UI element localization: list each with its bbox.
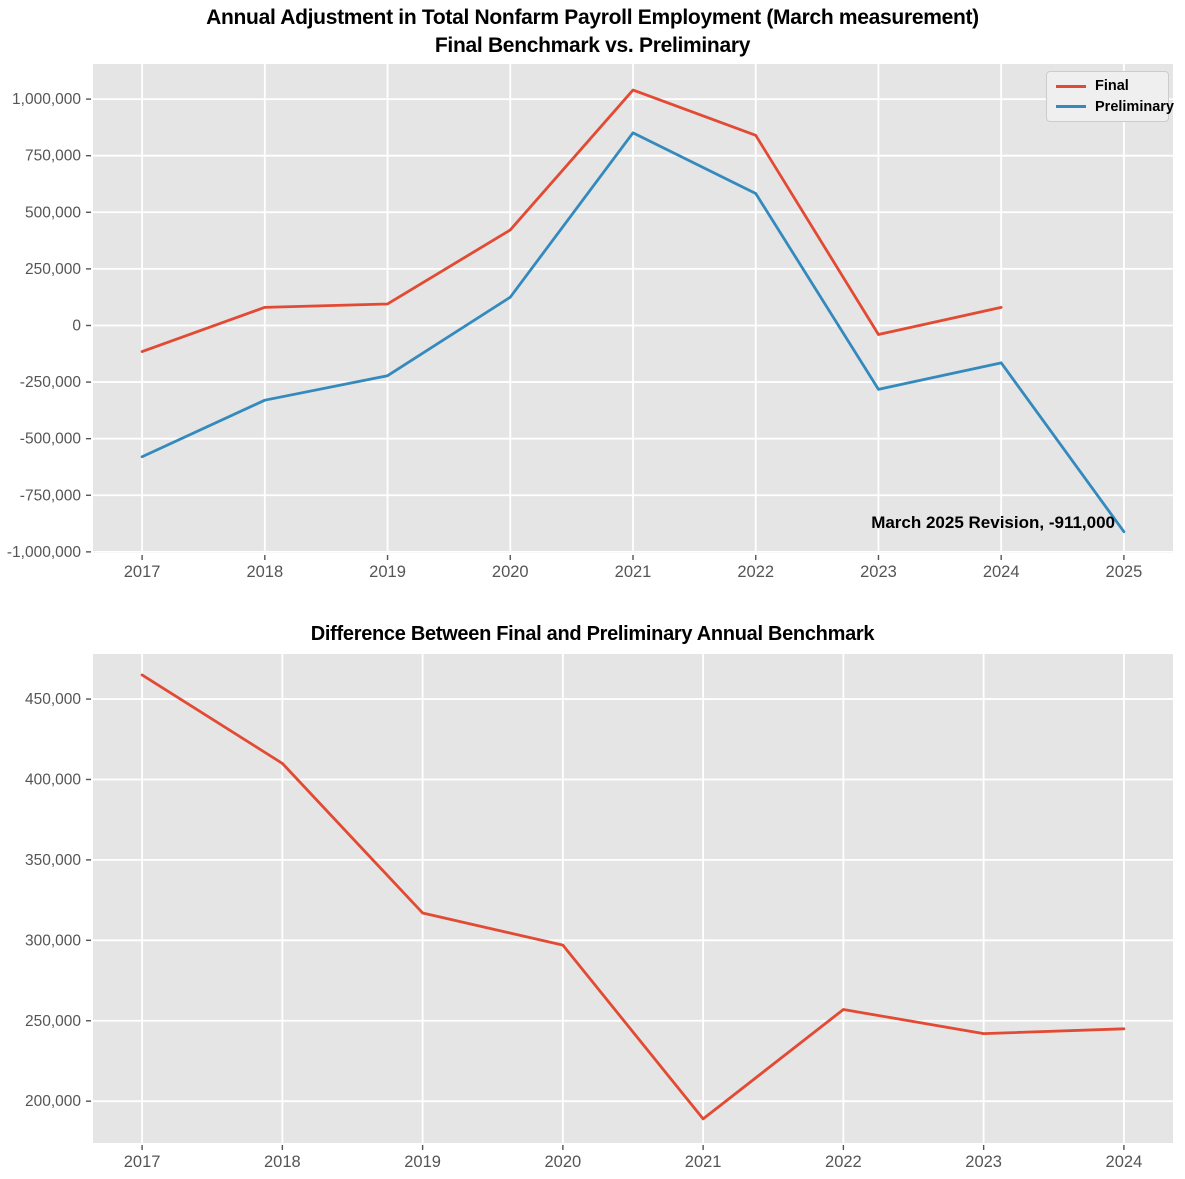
gridlines — [93, 654, 1173, 1143]
svg-text:2020: 2020 — [545, 1153, 582, 1171]
svg-text:250,000: 250,000 — [25, 1013, 81, 1030]
svg-text:2019: 2019 — [404, 1153, 441, 1171]
svg-text:500,000: 500,000 — [25, 204, 81, 221]
svg-text:2018: 2018 — [264, 1153, 301, 1171]
preliminary-line-swatch — [1056, 105, 1086, 109]
svg-text:2022: 2022 — [737, 563, 774, 581]
svg-text:2024: 2024 — [983, 563, 1020, 581]
series-line-final — [140, 88, 1003, 353]
svg-text:350,000: 350,000 — [25, 852, 81, 869]
svg-text:-500,000: -500,000 — [20, 431, 82, 448]
svg-text:250,000: 250,000 — [25, 261, 81, 278]
svg-text:-750,000: -750,000 — [20, 487, 82, 504]
top-chart-plot: 2017 2018 2019 2020 2021 2022 2023 2024 2025 -1,0… — [7, 64, 1173, 581]
y-tick-labels: -1,000,000 -750,000 -500,000 -250,000 0 250,0… — [7, 91, 82, 561]
legend-entry-preliminary: Preliminary — [1047, 99, 1174, 115]
svg-text:2021: 2021 — [685, 1153, 722, 1171]
svg-text:-1,000,000: -1,000,000 — [7, 544, 81, 561]
legend-label-final: Final — [1095, 78, 1129, 95]
legend: Final Preliminary — [1046, 71, 1174, 122]
series-line-final-minus-preliminary — [140, 673, 1126, 1121]
svg-text:2021: 2021 — [615, 563, 652, 581]
svg-text:2022: 2022 — [825, 1153, 862, 1171]
tick-marks — [86, 698, 1125, 1150]
legend-entry-final: Final — [1047, 78, 1168, 94]
tick-marks — [86, 98, 1125, 560]
bottom-chart-title: Difference Between Final and Preliminary… — [310, 623, 875, 645]
svg-text:200,000: 200,000 — [25, 1093, 81, 1110]
svg-text:1,000,000: 1,000,000 — [12, 91, 81, 108]
svg-text:400,000: 400,000 — [25, 771, 81, 788]
svg-text:2020: 2020 — [492, 563, 529, 581]
plot-area — [93, 654, 1173, 1143]
svg-text:2025: 2025 — [1106, 563, 1143, 581]
x-tick-labels: 2017 2018 2019 2020 2021 2022 2023 2024 — [124, 1153, 1143, 1171]
march-2025-revision-annotation: March 2025 Revision, -911,000 — [871, 513, 1115, 532]
x-tick-labels: 2017 2018 2019 2020 2021 2022 2023 2024 2025 — [124, 563, 1143, 581]
svg-text:2023: 2023 — [965, 1153, 1002, 1171]
svg-text:750,000: 750,000 — [25, 148, 81, 165]
svg-text:0: 0 — [72, 317, 81, 334]
legend-label-preliminary: Preliminary — [1095, 98, 1174, 115]
bottom-chart-plot: 2017 2018 2019 2020 2021 2022 2023 2024200,0002… — [25, 654, 1173, 1171]
svg-text:2019: 2019 — [369, 563, 406, 581]
final-line-swatch — [1056, 84, 1086, 88]
svg-text:2017: 2017 — [124, 563, 161, 581]
svg-text:2017: 2017 — [124, 1153, 161, 1171]
top-chart-title: Annual Adjustment in Total Nonfarm Payro… — [206, 6, 979, 29]
svg-text:2018: 2018 — [246, 563, 283, 581]
svg-text:2024: 2024 — [1106, 1153, 1143, 1171]
y-tick-labels: 200,000 250,000 300,000 350,000 400,000 450,0… — [25, 691, 81, 1110]
svg-text:300,000: 300,000 — [25, 932, 81, 949]
top-chart-subtitle: Final Benchmark vs. Preliminary — [434, 34, 751, 57]
svg-text:-250,000: -250,000 — [20, 374, 82, 391]
svg-text:2023: 2023 — [860, 563, 897, 581]
series-line-preliminary — [140, 131, 1126, 534]
svg-text:450,000: 450,000 — [25, 691, 81, 708]
